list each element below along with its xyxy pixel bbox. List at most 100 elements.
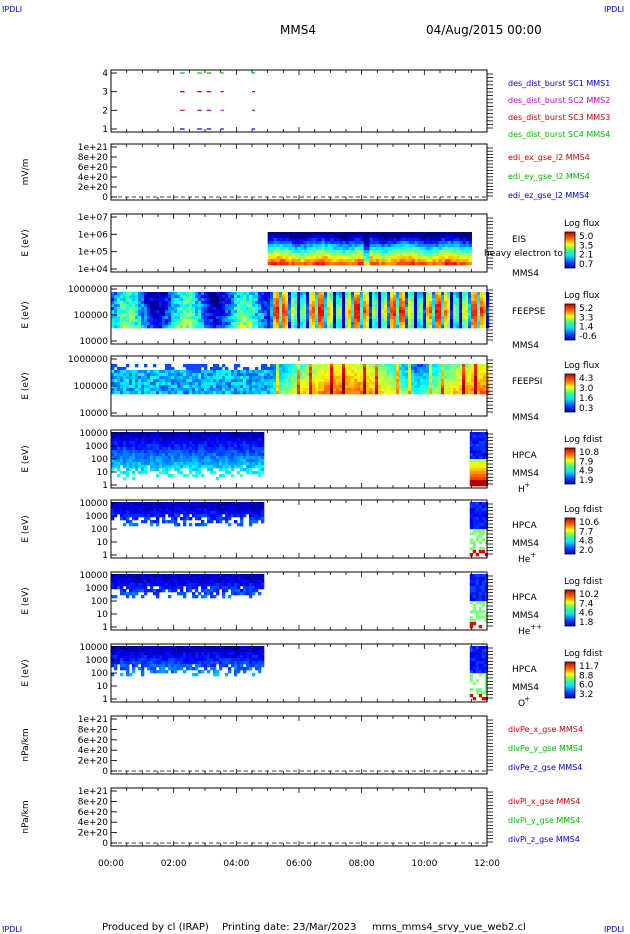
hpca-cell [234, 453, 238, 457]
hpca-cell [168, 447, 172, 451]
hpca-cell [195, 471, 199, 475]
feepsi-cell [240, 385, 244, 389]
feepse-cell [408, 301, 412, 305]
eis-cell [381, 262, 385, 266]
feepse-cell [282, 319, 286, 323]
feepsi-cell [477, 376, 481, 380]
eis-cell [369, 256, 373, 260]
hpca-cell [258, 462, 262, 466]
instrument-spacecraft: MMS4 [512, 341, 539, 351]
hpca-cell [195, 456, 199, 460]
hpca-cell [117, 511, 121, 515]
hpca-cell [219, 468, 223, 472]
feepse-cell [243, 304, 247, 308]
feepse-cell [375, 301, 379, 305]
feepsi-cell [357, 382, 361, 386]
feepsi-cell [306, 382, 310, 386]
eis-cell [450, 247, 454, 251]
hpca-cell [249, 438, 253, 442]
feepse-cell [432, 301, 436, 305]
hpca-cell [159, 432, 163, 436]
eis-cell [273, 253, 277, 257]
feepsi-cell [132, 391, 136, 395]
eis-cell [333, 232, 337, 236]
feepse-cell [387, 319, 391, 323]
feepse-cell [462, 325, 466, 329]
hpca-cell [117, 447, 121, 451]
hpca-cell [165, 435, 169, 439]
feepse-cell [282, 304, 286, 308]
eis-cell [465, 247, 469, 251]
feepse-cell [201, 316, 205, 320]
feepse-cell [240, 298, 244, 302]
hpca-cell [183, 435, 187, 439]
feepsi-cell [369, 367, 373, 371]
eis-cell [306, 250, 310, 254]
eis-cell [465, 256, 469, 260]
feepse-cell [252, 295, 256, 299]
feepse-cell [384, 313, 388, 317]
feepsi-cell [207, 376, 211, 380]
feepse-cell [207, 322, 211, 326]
feepse-cell [480, 307, 484, 311]
hpca-cell [135, 514, 139, 518]
feepse-cell [147, 325, 151, 329]
feepse-cell [339, 316, 343, 320]
feepsi-cell [120, 382, 124, 386]
feepsi-cell [135, 391, 139, 395]
feepse-cell [474, 322, 478, 326]
feepsi-cell [330, 391, 334, 395]
feepse-cell [204, 313, 208, 317]
feepse-cell [267, 301, 271, 305]
eis-cell [405, 259, 409, 263]
feepse-cell [234, 319, 238, 323]
hpca-cell [207, 444, 211, 448]
feepse-cell [150, 322, 154, 326]
hpca-cell [186, 459, 190, 463]
feepse-cell [207, 295, 211, 299]
feepsi-cell [132, 373, 136, 377]
feepse-cell [363, 322, 367, 326]
eis-cell [282, 238, 286, 242]
hpca-cell [201, 514, 205, 518]
hpca-cell [177, 502, 181, 506]
feepse-cell [231, 310, 235, 314]
feepse-cell [204, 301, 208, 305]
feepsi-cell [219, 376, 223, 380]
feepse-cell [219, 310, 223, 314]
feepsi-cell [162, 376, 166, 380]
feepse-cell [225, 304, 229, 308]
feepse-cell [468, 304, 472, 308]
feepse-cell [129, 301, 133, 305]
feepse-cell [471, 313, 475, 317]
feepse-cell [159, 316, 163, 320]
feepse-cell [198, 298, 202, 302]
hpca-cell [156, 514, 160, 518]
eis-cell [390, 259, 394, 263]
feepsi-cell [357, 367, 361, 371]
feepse-cell [420, 295, 424, 299]
feepsi-cell [228, 388, 232, 392]
feepse-cell [342, 316, 346, 320]
eis-cell [348, 250, 352, 254]
feepse-cell [282, 292, 286, 296]
feepse-cell [285, 301, 289, 305]
hpca-cell [210, 438, 214, 442]
feepse-cell [243, 319, 247, 323]
feepsi-cell [111, 364, 115, 368]
feepse-cell [387, 292, 391, 296]
feepsi-cell [174, 391, 178, 395]
eis-cell [417, 235, 421, 239]
feepse-cell [354, 310, 358, 314]
feepse-cell [186, 307, 190, 311]
feepse-cell [345, 304, 349, 308]
hpca-cell [180, 462, 184, 466]
feepse-cell [207, 316, 211, 320]
feepsi-cell [390, 367, 394, 371]
feepse-cell [216, 313, 220, 317]
feepsi-cell [276, 388, 280, 392]
hpca-cell [153, 511, 157, 515]
feepse-cell [120, 292, 124, 296]
eis-cell [423, 241, 427, 245]
feepsi-cell [339, 391, 343, 395]
